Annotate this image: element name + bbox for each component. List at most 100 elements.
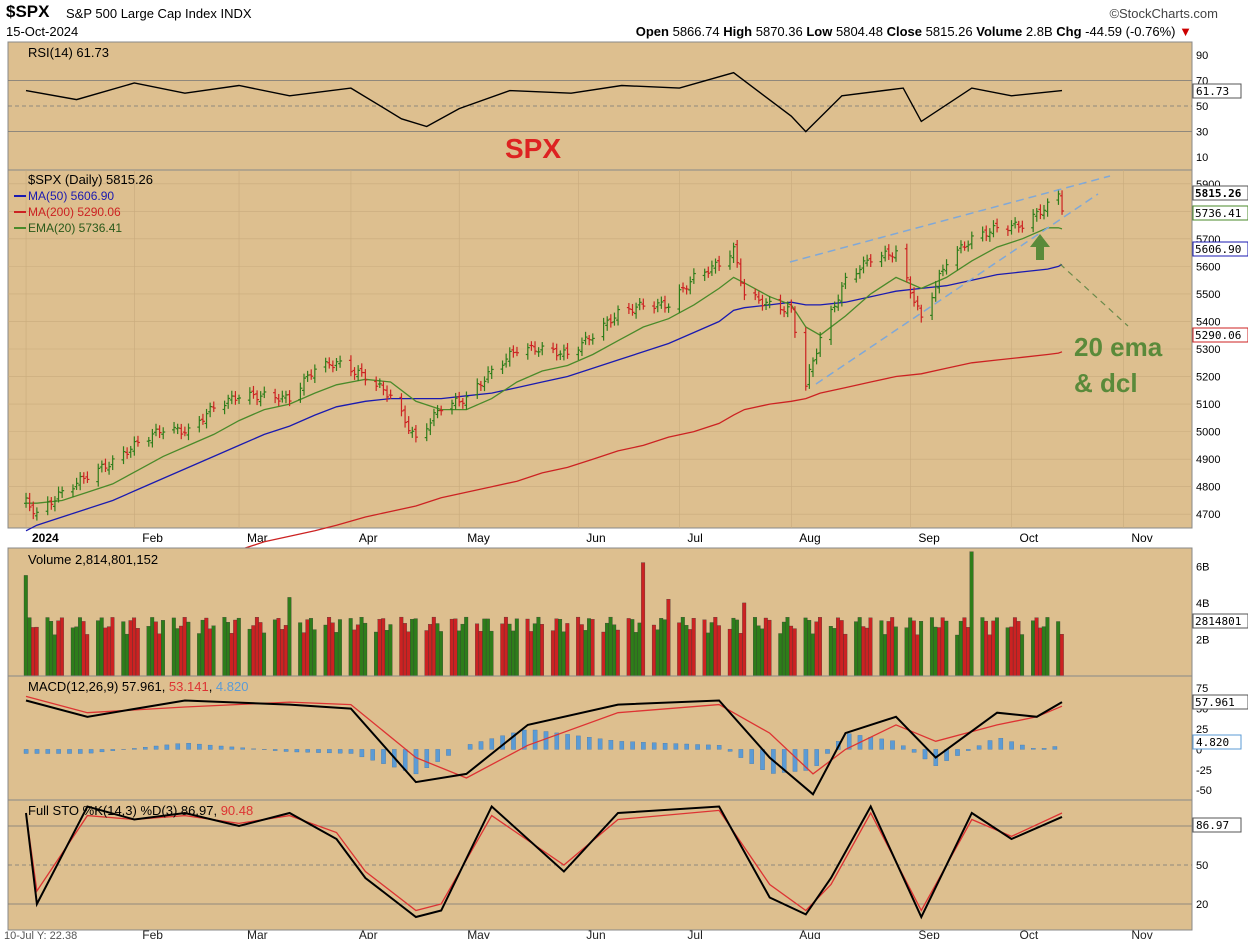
ohlc-bar [450, 399, 454, 415]
ohlc-bar [200, 413, 205, 425]
volume-bar [966, 627, 970, 677]
y-tick-label: 50 [1196, 860, 1208, 872]
ohlc-bar [565, 343, 570, 359]
ohlc-bar [879, 251, 884, 268]
volume-bar [52, 634, 57, 677]
ohlc-bar [554, 343, 559, 361]
ohlc-bar [309, 369, 314, 380]
ohlc-bar [1013, 217, 1018, 229]
ohlc-bar [634, 302, 639, 319]
macd-hist-bar [1041, 748, 1047, 750]
rsi-value-label: 61.73 [1196, 85, 1229, 98]
volume-bar [760, 628, 765, 677]
price-x-ticks: 2024 Feb Mar Apr May Jun Jul Aug Sep Oct Nov [32, 531, 1153, 545]
volume-bar [435, 623, 440, 677]
ohlc-bar [334, 358, 339, 371]
ohlc-bar [110, 455, 115, 471]
close-value: 5815.26 [925, 24, 973, 39]
ohlc-bar [182, 426, 187, 437]
volume-bar [529, 631, 534, 677]
volume-bar [363, 622, 368, 677]
macd-hist-bar [153, 745, 159, 750]
ma50-flag-label: 5606.90 [1195, 243, 1241, 256]
volume-y-ticks: 6B 4B 2B [1196, 561, 1209, 646]
chg-label: Chg [1056, 24, 1082, 39]
volume-bar [146, 626, 151, 677]
volume-bar [182, 617, 187, 677]
ohlc-bar [894, 245, 898, 262]
volume-bar [706, 632, 711, 677]
y-tick-label: -25 [1196, 765, 1212, 777]
volume-bar [792, 628, 797, 677]
ohlc-bar [966, 240, 971, 252]
volume-bar [428, 624, 433, 677]
ohlc-bar [904, 243, 909, 283]
macd-hist-bar [651, 742, 657, 750]
volume-bar [651, 624, 656, 677]
y-tick-label: 4700 [1196, 509, 1220, 521]
volume-bar [507, 623, 512, 677]
x-tick-label: 2024 [32, 531, 59, 545]
volume-bar [103, 627, 108, 677]
macd-panel-bg [7, 675, 1193, 801]
ohlc-readout: Open 5866.74 High 5870.36 Low 5804.48 Cl… [636, 24, 1192, 39]
x-tick-label: Aug [799, 531, 820, 545]
macd-hist-bar [478, 741, 484, 750]
macd-hist-bar [716, 745, 722, 750]
volume-bar [45, 617, 50, 677]
volume-bar [153, 621, 158, 677]
ohlc-bar [45, 496, 50, 516]
macd-hist-bar [435, 749, 440, 762]
ohlc-bar [641, 298, 646, 310]
ohlc-bar [280, 390, 285, 403]
volume-bar [280, 629, 285, 677]
volume-bar [402, 623, 407, 677]
volume-bar [31, 627, 36, 677]
ohlc-bar [27, 492, 32, 512]
y-tick-label: 25 [1196, 724, 1208, 736]
ohlc-bar [222, 400, 227, 415]
volume-bar [713, 617, 718, 677]
macd-hist-bar [955, 749, 960, 756]
macd-hist-bar [998, 738, 1004, 750]
macd-title-sep2: , [209, 679, 216, 694]
macd-hist-bar [316, 749, 321, 753]
ohlc-bar [125, 447, 130, 459]
volume-bar [641, 562, 646, 677]
ohlc-bar [583, 331, 588, 345]
volume-bar [56, 620, 61, 677]
ohlc-bar [731, 242, 736, 263]
volume-bar [222, 617, 227, 677]
ohlc-bar [980, 226, 985, 242]
volume-bar [197, 633, 202, 677]
volume-bar [81, 621, 86, 677]
volume-bar [410, 619, 415, 677]
volume-bar [179, 625, 184, 677]
y-tick-label: 90 [1196, 50, 1208, 62]
ohlc-bar [886, 244, 891, 260]
macd-hist-bar [78, 749, 83, 754]
price-bars [24, 189, 1065, 521]
volume-bar [128, 620, 133, 677]
volume-bar [352, 629, 357, 677]
volume-bar [439, 631, 443, 677]
macd-hist-bar [23, 749, 29, 754]
volume-bar [121, 621, 126, 677]
ohlc-bar [399, 393, 404, 417]
ohlc-bar [666, 303, 671, 313]
volume-bar [276, 618, 281, 677]
macd-hist-bar [467, 744, 473, 750]
ohlc-bar [385, 385, 390, 402]
ohlc-bar [958, 240, 963, 254]
volume-bar [200, 619, 205, 677]
ohlc-bar [1056, 189, 1061, 205]
sto-title-d: 90.48 [221, 803, 254, 818]
open-value: 5866.74 [672, 24, 720, 39]
high-value: 5870.36 [755, 24, 803, 39]
volume-bar [283, 625, 288, 677]
hist-flag-label: 4.820 [1196, 736, 1229, 749]
price-grid [8, 170, 1192, 528]
x-tick-label: Nov [1131, 531, 1152, 545]
volume-bar [312, 629, 317, 677]
volume-bar [637, 622, 642, 677]
